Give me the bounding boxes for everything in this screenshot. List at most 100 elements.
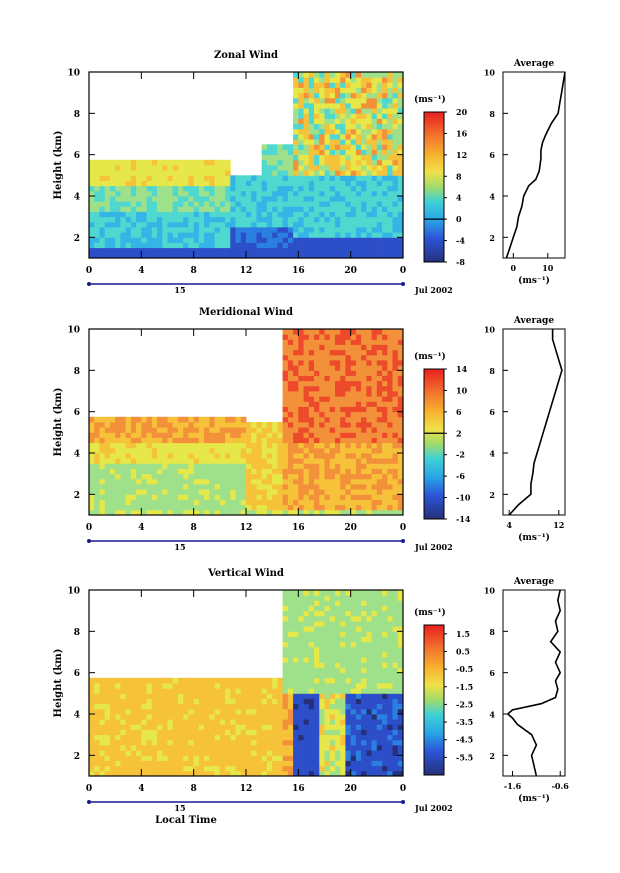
heatmap-cell [89, 196, 95, 202]
heatmap-cell [329, 739, 336, 746]
average-x-tick-label: 12 [553, 520, 564, 530]
heatmap-cell [355, 385, 362, 392]
heatmap-cell [392, 72, 399, 78]
heatmap-cell [230, 745, 236, 751]
heatmap-cell [209, 196, 215, 202]
heatmap-cell [230, 432, 236, 438]
heatmap-cell [157, 453, 163, 459]
heatmap-cell [99, 227, 106, 233]
heatmap-cell [345, 242, 351, 249]
heatmap-cell [167, 422, 174, 428]
heatmap-cell [287, 489, 294, 495]
heatmap-cell [335, 631, 341, 637]
heatmap-cell [109, 719, 116, 725]
heatmap-cell [387, 677, 393, 684]
heatmap-cell [198, 201, 205, 207]
colorbar-tick-label: 20 [456, 107, 468, 117]
heatmap-cell [340, 427, 346, 433]
heatmap-cell [324, 380, 331, 387]
heatmap-cell [350, 232, 357, 238]
heatmap-cell [308, 427, 315, 433]
heatmap-cell [136, 432, 142, 438]
heatmap-cell [350, 714, 357, 720]
heatmap-cell [340, 442, 346, 449]
heatmap-cell [235, 693, 242, 699]
average-profile-line [506, 589, 562, 777]
heatmap-cell [240, 473, 247, 480]
heatmap-cell [287, 478, 294, 485]
heatmap-cell [371, 590, 378, 596]
heatmap-cell [361, 77, 367, 83]
heatmap-cell [335, 206, 341, 212]
heatmap-cell [329, 401, 336, 407]
heatmap-cell [162, 453, 168, 459]
heatmap-cell [345, 108, 351, 114]
heatmap-cell [115, 447, 121, 454]
heatmap-cell [235, 416, 242, 423]
heatmap-cell [94, 703, 100, 710]
heatmap-cell [397, 734, 404, 741]
heatmap-cell [345, 590, 351, 596]
heatmap-cell [340, 77, 346, 83]
heatmap-cell [94, 755, 100, 761]
heatmap-cell [136, 683, 142, 689]
heatmap-cell [99, 165, 106, 171]
heatmap-cell [314, 770, 320, 777]
heatmap-cell [246, 719, 252, 725]
heatmap-cell [376, 416, 383, 423]
heatmap-cell [335, 149, 341, 156]
heatmap-cell [303, 416, 310, 423]
heatmap-cell [115, 458, 121, 464]
heatmap-cell [392, 646, 399, 653]
heatmap-cell [345, 82, 351, 88]
heatmap-cell [256, 499, 263, 506]
heatmap-cell [251, 770, 257, 777]
heatmap-cell [130, 504, 137, 511]
heatmap-cell [371, 149, 378, 156]
heatmap-cell [277, 453, 283, 459]
y-tick-label: 6 [74, 408, 80, 418]
heatmap-cell [392, 636, 399, 643]
heatmap-cell [361, 719, 367, 725]
heatmap-cell [99, 688, 106, 694]
heatmap-cell [287, 636, 294, 643]
heatmap-cell [125, 473, 132, 480]
heatmap-cell [382, 646, 388, 653]
heatmap-cell [225, 416, 231, 423]
heatmap-cell [282, 636, 289, 643]
heatmap-cell [204, 463, 210, 469]
heatmap-cell [308, 447, 315, 454]
heatmap-cell [204, 221, 210, 228]
heatmap-cell [397, 626, 404, 632]
heatmap-cell [298, 154, 304, 161]
heatmap-cell [204, 755, 210, 761]
heatmap-cell [204, 247, 210, 254]
heatmap-cell [298, 237, 304, 243]
heatmap-cell [277, 242, 283, 249]
heatmap-cell [382, 232, 388, 238]
heatmap-cell [293, 365, 299, 371]
heatmap-cell [115, 416, 121, 423]
heatmap-cell [204, 190, 210, 197]
heatmap-cell [130, 237, 137, 243]
heatmap-cell [141, 458, 147, 464]
heatmap-cell [340, 349, 346, 356]
heatmap-cell [329, 354, 336, 361]
heatmap-cell [392, 247, 399, 254]
heatmap-cell [371, 657, 378, 663]
heatmap-cell [188, 242, 194, 249]
heatmap-cell [125, 170, 132, 176]
heatmap-cell [104, 453, 111, 459]
heatmap-cell [397, 134, 404, 140]
heatmap-cell [272, 693, 278, 699]
heatmap-cell [246, 442, 252, 449]
heatmap-cell [376, 683, 383, 689]
heatmap-cell [125, 499, 132, 506]
heatmap-cell [376, 360, 383, 366]
heatmap-cell [266, 170, 273, 176]
heatmap-cell [251, 760, 257, 767]
heatmap-cell [282, 626, 289, 632]
heatmap-cell [371, 770, 378, 777]
heatmap-cell [204, 458, 210, 464]
heatmap-cell [109, 714, 116, 720]
